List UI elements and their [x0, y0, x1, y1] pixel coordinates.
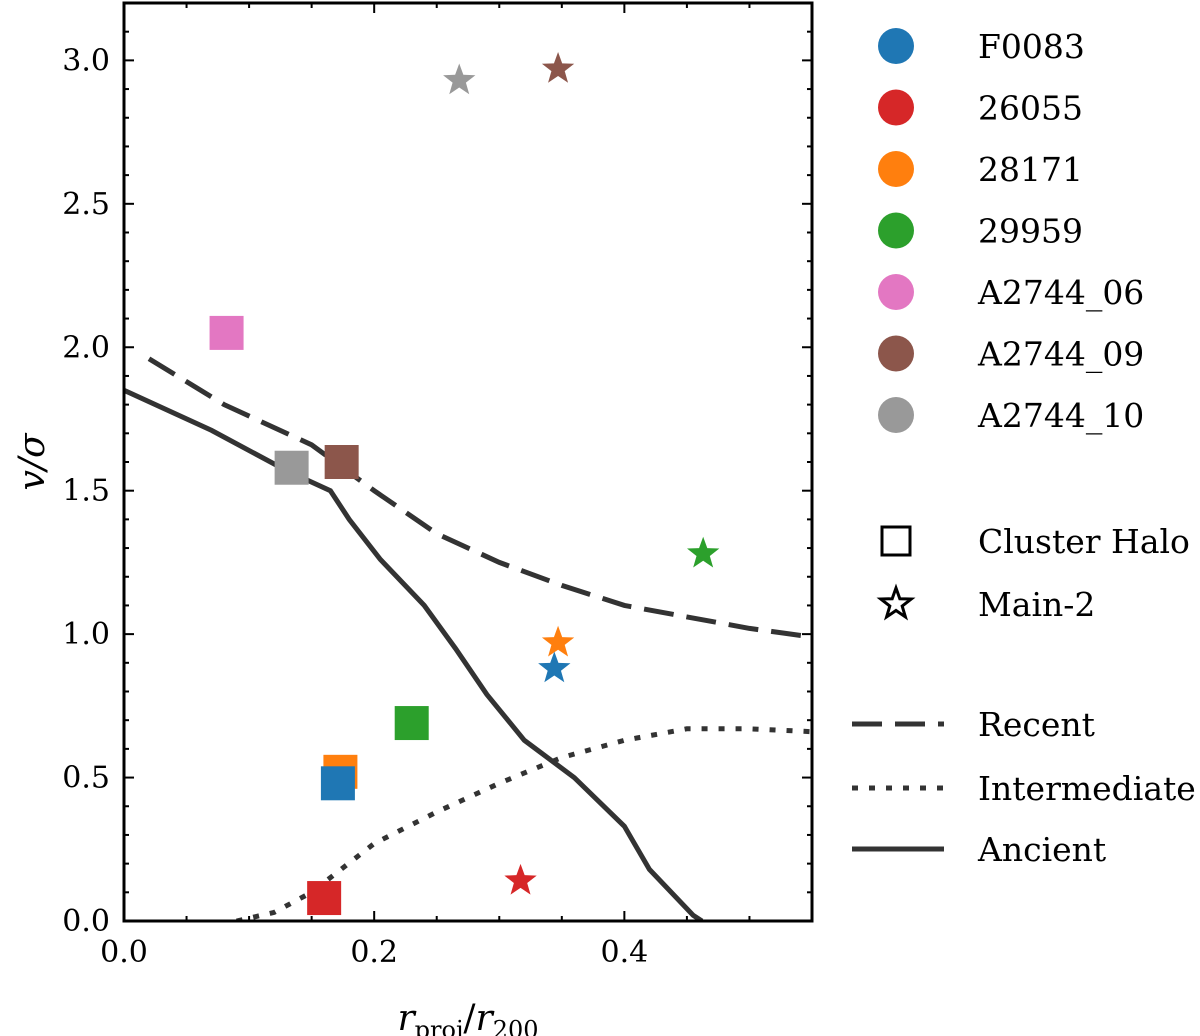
legend-marker-26055: [878, 89, 914, 126]
cluster-halo-point-A2744_06: [209, 315, 244, 350]
x-tick-label: 0.4: [601, 935, 649, 970]
legend-marker-A2744_09: [878, 335, 914, 372]
x-axis-label-sub2: 200: [493, 1016, 539, 1036]
y-tick-label: 3.0: [62, 43, 110, 78]
legend-label: Cluster Halo: [978, 522, 1190, 561]
curve-recent: [147, 356, 812, 640]
x-tick-label: 0.0: [100, 935, 148, 970]
legend-label: Ancient: [977, 830, 1106, 869]
legend-marker-star: [876, 583, 916, 621]
legend-label: Intermediate: [978, 769, 1196, 808]
main2-point-A2744_09: [541, 51, 575, 83]
legend: F0083 26055 28171 29959 A2744_06 A2744_09 A274…: [852, 27, 1196, 869]
y-tick-label: 1.0: [62, 617, 110, 652]
y-tick-label: 2.0: [62, 330, 110, 365]
legend-label: 28171: [978, 150, 1083, 189]
legend-label: 29959: [978, 212, 1083, 251]
legend-label: A2744_06: [977, 273, 1144, 313]
legend-label: 26055: [978, 89, 1083, 128]
cluster-halo-point-F0083: [320, 766, 355, 801]
legend-label: A2744_10: [977, 396, 1144, 436]
axis-ticks: [123, 2, 813, 922]
tick-labels: 0.0 0.2 0.4 0.0 0.5 1.0 1.5 2.0 2.5 3.0: [62, 43, 648, 970]
y-tick-label: 1.5: [62, 474, 110, 509]
x-tick-label: 0.2: [350, 935, 398, 970]
legend-marker-28171: [878, 151, 914, 187]
cluster-halo-point-26055: [307, 881, 342, 916]
x-axis-label-r1: r: [397, 998, 416, 1036]
legend-label: F0083: [978, 27, 1085, 66]
y-tick-label: 0.0: [62, 904, 110, 939]
legend-marker-F0083: [878, 28, 914, 64]
main2-point-A2744_10: [443, 63, 476, 95]
x-axis-label-sub1: proj: [415, 1016, 464, 1036]
y-axis-label: v/σ: [12, 432, 53, 490]
y-tick-label: 0.5: [62, 761, 110, 796]
legend-label: Main-2: [978, 585, 1095, 624]
cluster-halo-point-A2744_10: [274, 450, 309, 485]
main2-point-29959: [687, 536, 720, 568]
plot-frame: [122, 1, 814, 923]
y-tick-label: 2.5: [62, 187, 110, 222]
main2-point-26055: [504, 863, 537, 895]
main2-point-F0083: [538, 651, 571, 683]
x-axis-label: rproj/r200: [397, 998, 538, 1036]
main2-point-28171: [541, 625, 575, 657]
legend-marker-square: [880, 525, 912, 557]
cluster-halo-point-29959: [394, 706, 429, 741]
legend-marker-A2744_10: [878, 397, 914, 433]
x-axis-label-r2: r: [476, 998, 495, 1036]
legend-marker-29959: [878, 212, 914, 249]
legend-label: A2744_09: [977, 335, 1144, 375]
data-markers: [209, 51, 720, 916]
legend-marker-A2744_06: [878, 274, 914, 310]
x-axis-label-slash: /: [463, 998, 476, 1036]
curve-ancient: [124, 388, 704, 921]
cluster-halo-point-A2744_09: [324, 445, 359, 479]
legend-label: Recent: [978, 705, 1095, 744]
model-curves: [124, 356, 812, 921]
